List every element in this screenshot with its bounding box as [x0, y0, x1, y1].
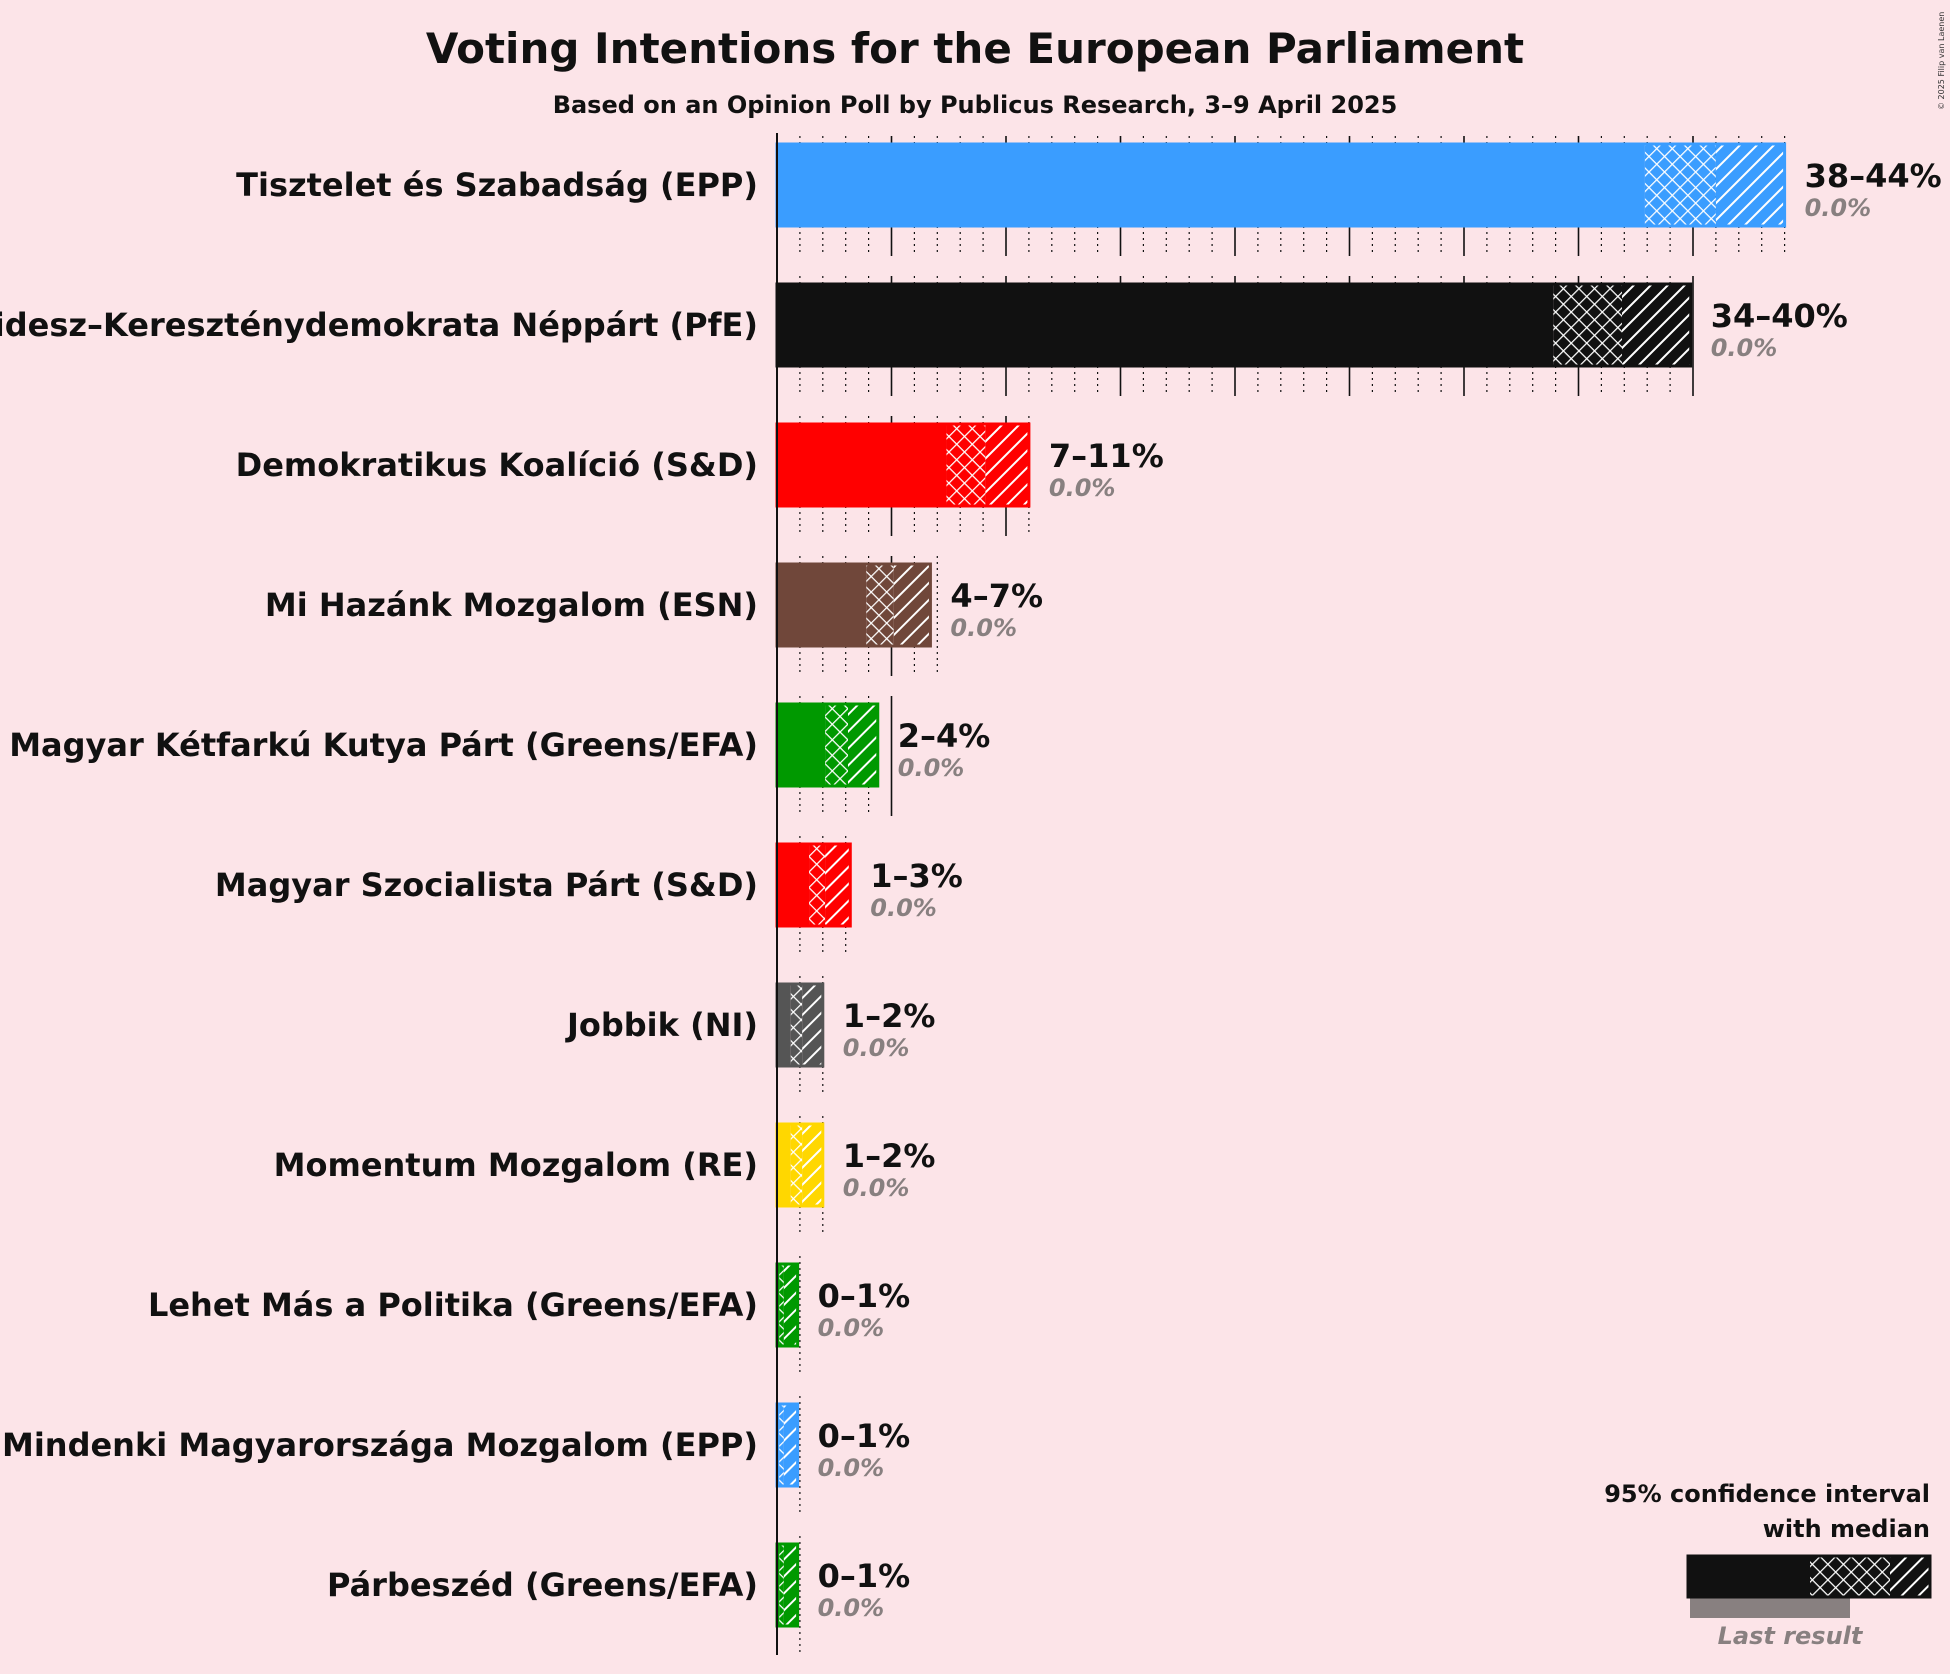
bar-solid — [777, 564, 867, 646]
party-label: Lehet Más a Politika (Greens/EFA) — [148, 1286, 758, 1324]
range-label: 2–4% — [898, 717, 991, 755]
range-label: 1–2% — [843, 997, 936, 1035]
party-label: Mindenki Magyarországa Mozgalom (EPP) — [2, 1426, 758, 1464]
bar-ci-upper — [802, 1124, 823, 1206]
range-label: 7–11% — [1049, 437, 1164, 475]
party-label: Párbeszéd (Greens/EFA) — [327, 1566, 758, 1604]
bar-group: Momentum Mozgalom (RE) 1–2%0.0% — [274, 1122, 936, 1208]
bar-ci-upper — [783, 1544, 798, 1626]
last-result-label: 0.0% — [870, 894, 937, 922]
bar-ci-lower — [825, 704, 848, 786]
last-result-label: 0.0% — [818, 1454, 885, 1482]
party-label: Demokratikus Koalíció (S&D) — [236, 446, 758, 484]
bar-group: Demokratikus Koalíció (S&D) 7–11%0.0% — [236, 422, 1164, 508]
legend-cross-segment — [1810, 1556, 1890, 1597]
last-result-label: 0.0% — [950, 614, 1017, 642]
bar-group: Lehet Más a Politika (Greens/EFA) 0–1%0.0… — [148, 1262, 911, 1348]
bar-solid — [777, 1124, 791, 1206]
last-result-label: 0.0% — [818, 1594, 885, 1622]
legend: 95% confidence interval with median Last… — [1604, 1480, 1932, 1650]
bar-ci-lower — [809, 844, 826, 926]
party-label: Magyar Szocialista Párt (S&D) — [215, 866, 758, 904]
bar-group: Magyar Kétfarkú Kutya Párt (Greens/EFA) 2… — [9, 702, 991, 788]
bar-ci-lower — [790, 1124, 803, 1206]
bar-ci-lower — [1644, 144, 1716, 226]
bar-group: Párbeszéd (Greens/EFA) 0–1%0.0% — [327, 1542, 911, 1628]
bar-ci-lower — [946, 424, 986, 506]
bar-ci-upper — [825, 844, 851, 926]
copyright-notice: © 2025 Filip van Laenen — [1937, 12, 1946, 110]
range-label: 1–3% — [870, 857, 963, 895]
party-label: Fidesz–Kereszténydemokrata Néppárt (PfE) — [0, 306, 758, 344]
range-label: 0–1% — [818, 1417, 911, 1455]
bar-ci-upper — [893, 564, 931, 646]
legend-solid-segment — [1688, 1556, 1810, 1597]
range-label: 0–1% — [818, 1557, 911, 1595]
bar-ci-upper — [985, 424, 1029, 506]
party-label: Mi Hazánk Mozgalom (ESN) — [265, 586, 758, 624]
range-label: 34–40% — [1711, 297, 1848, 335]
bar-solid — [777, 844, 810, 926]
bar-group: Jobbik (NI) 1–2%0.0% — [565, 982, 936, 1068]
range-label: 38–44% — [1805, 157, 1942, 195]
last-result-label: 0.0% — [818, 1314, 885, 1342]
bar-solid — [777, 284, 1554, 366]
last-result-label: 0.0% — [1805, 194, 1872, 222]
last-result-label: 0.0% — [1711, 334, 1778, 362]
bar-ci-lower — [779, 1404, 784, 1486]
range-label: 1–2% — [843, 1137, 936, 1175]
party-label: Magyar Kétfarkú Kutya Párt (Greens/EFA) — [9, 726, 758, 764]
party-label: Momentum Mozgalom (RE) — [274, 1146, 758, 1184]
range-label: 4–7% — [950, 577, 1043, 615]
bar-ci-upper — [1715, 144, 1785, 226]
bar-solid — [777, 424, 947, 506]
bar-group: Magyar Szocialista Párt (S&D) 1–3%0.0% — [215, 842, 963, 928]
bar-ci-lower — [779, 1264, 784, 1346]
bar-solid — [777, 704, 826, 786]
bar-solid — [777, 984, 791, 1066]
bars: Tisztelet és Szabadság (EPP) 38–44%0.0%Fi… — [0, 142, 1942, 1628]
bar-ci-lower — [866, 564, 894, 646]
bar-group: Mi Hazánk Mozgalom (ESN) 4–7%0.0% — [265, 562, 1043, 648]
bar-solid — [777, 144, 1645, 226]
last-result-label: 0.0% — [1049, 474, 1116, 502]
last-result-label: 0.0% — [843, 1034, 910, 1062]
last-result-label: 0.0% — [898, 754, 965, 782]
last-result-label: 0.0% — [843, 1174, 910, 1202]
legend-last-result-label: Last result — [1718, 1622, 1864, 1650]
legend-box-outline — [1686, 1554, 1932, 1599]
bar-group: Mindenki Magyarországa Mozgalom (EPP) 0–1… — [2, 1402, 911, 1488]
bar-group: Fidesz–Kereszténydemokrata Néppárt (PfE)… — [0, 282, 1848, 368]
range-label: 0–1% — [818, 1277, 911, 1315]
bar-ci-upper — [783, 1404, 798, 1486]
legend-hatch-segment — [1890, 1556, 1930, 1597]
bar-group: Tisztelet és Szabadság (EPP) 38–44%0.0% — [236, 142, 1942, 228]
bar-ci-upper — [802, 984, 823, 1066]
party-label: Tisztelet és Szabadság (EPP) — [236, 166, 758, 204]
bar-ci-lower — [779, 1544, 784, 1626]
bar-ci-upper — [783, 1264, 798, 1346]
chart-title: Voting Intentions for the European Parli… — [426, 24, 1524, 73]
legend-title-line1: 95% confidence interval — [1604, 1480, 1930, 1508]
bar-ci-upper — [847, 704, 878, 786]
bar-ci-lower — [790, 984, 803, 1066]
bar-ci-lower — [1553, 284, 1623, 366]
legend-title-line2: with median — [1763, 1515, 1930, 1543]
party-label: Jobbik (NI) — [565, 1006, 758, 1044]
bar-ci-upper — [1622, 284, 1691, 366]
chart-subtitle: Based on an Opinion Poll by Publicus Res… — [553, 91, 1398, 119]
